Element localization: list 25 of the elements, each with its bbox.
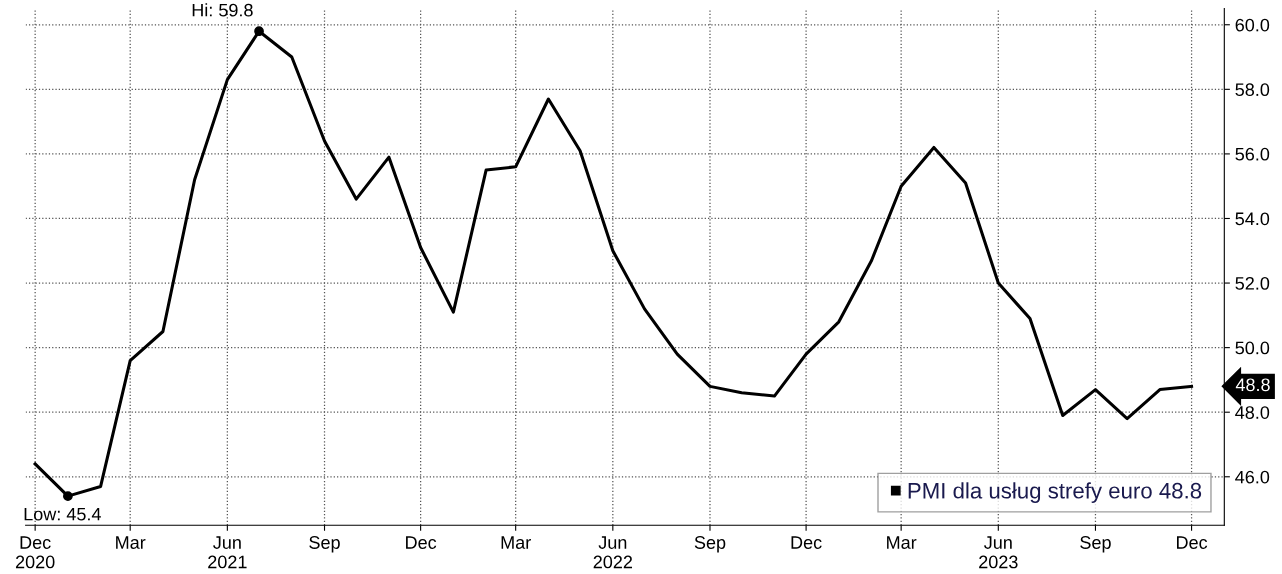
annotation: 48.8 [1235,378,1270,392]
x-tick-label: Dec [406,536,437,549]
x-tick-label: Mar [887,536,917,549]
annotation: Hi: 59.8 [192,3,253,17]
y-tick-label: 50.0 [1235,341,1270,355]
x-tick-label: Mar [116,536,146,549]
annotation: Low: 45.4 [24,507,101,521]
x-tick-label: Dec 2020 [15,536,55,569]
x-tick-label: Jun 2023 [979,536,1018,569]
y-tick-label: 56.0 [1235,147,1270,161]
x-tick-label: Sep [309,536,340,553]
x-tick-label: Mar [501,536,531,549]
y-tick-label: 60.0 [1235,18,1270,32]
x-tick-label: Jun 2021 [208,536,247,569]
x-tick-label: Dec [791,536,822,549]
y-tick-label: 46.0 [1235,470,1270,484]
y-tick-label: 54.0 [1235,212,1270,226]
x-tick-label: Jun 2022 [593,536,633,569]
x-tick-label: Dec [1177,536,1208,549]
y-tick-label: 48.0 [1235,406,1270,419]
y-tick-label: 52.0 [1235,276,1270,290]
y-tick-label: 58.0 [1235,83,1270,97]
x-tick-label: Sep [1080,536,1111,553]
legend-label: PMI dla usług strefy euro 48.8 [908,482,1202,503]
x-tick-label: Sep [694,536,726,553]
